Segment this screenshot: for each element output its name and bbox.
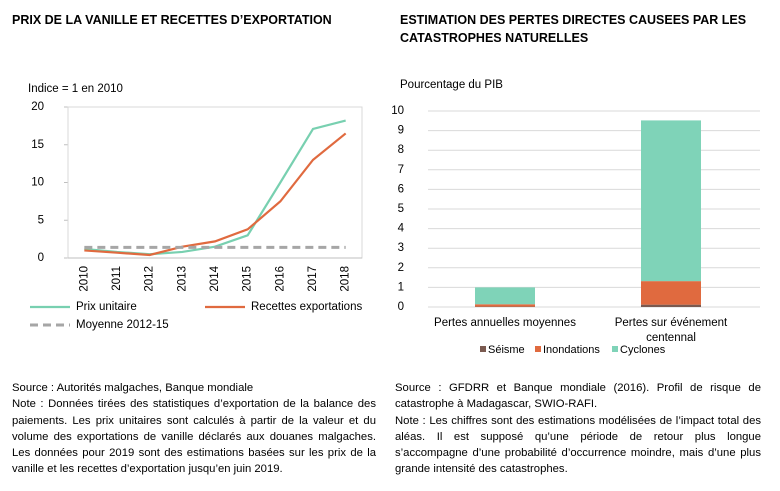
y-tick-label: 5	[398, 203, 404, 215]
legend-label: Inondations	[543, 344, 600, 356]
line-series	[84, 119, 346, 256]
y-tick-label: 6	[398, 183, 404, 195]
source: Source : Autorités malgaches, Banque mon…	[12, 382, 254, 394]
x-tick-label: 2013	[176, 266, 188, 292]
y-axis-label: Pourcentage du PIB	[400, 79, 503, 91]
y-tick-label: 7	[398, 164, 404, 176]
x-tick-label: 2015	[242, 266, 254, 292]
x-tick-label: 2014	[209, 265, 221, 291]
x-tick-label: 2012	[144, 266, 156, 292]
y-tick-label: 0	[38, 252, 44, 264]
chart-title: ESTIMATION DES PERTES DIRECTES CAUSEES P…	[400, 13, 747, 45]
bar-segment	[475, 304, 535, 307]
y-tick-label: 20	[31, 101, 44, 113]
bar-segment	[641, 120, 701, 282]
footnote: Source : Autorités malgaches, Banque mon…	[12, 380, 376, 478]
legend-swatch	[612, 346, 618, 352]
footnote: Source : GFDRR et Banque mondiale (2016)…	[395, 380, 761, 478]
x-tick-label: 2011	[111, 266, 123, 291]
x-tick-label: Pertes sur événement centennal	[614, 317, 728, 344]
x-tick-label: Pertes annuelles moyennes	[434, 317, 576, 329]
legend-label: Prix unitaire	[76, 301, 137, 313]
y-tick-label: 8	[398, 144, 404, 156]
plot-frame	[67, 106, 363, 259]
legend-label: Séisme	[488, 344, 525, 356]
x-tick-label: 2010	[78, 266, 90, 292]
y-axis-label: Indice = 1 en 2010	[28, 83, 123, 95]
y-tick-label: 9	[398, 125, 404, 137]
y-tick-label: 10	[391, 105, 404, 117]
line-series	[84, 132, 347, 257]
y-tick-label: 2	[398, 262, 404, 274]
source: Source : GFDRR et Banque mondiale (2016)…	[395, 382, 761, 411]
chart-title: PRIX DE LA VANILLE ET RECETTES D’EXPORTA…	[12, 13, 332, 27]
legend-swatch	[535, 346, 541, 352]
x-tick-label: 2016	[274, 266, 286, 292]
note: Note : Les chiffres sont des estimations…	[395, 414, 761, 476]
y-tick-label: 1	[398, 281, 404, 293]
x-tick-label: 2018	[340, 266, 352, 292]
bar-segment	[641, 281, 701, 305]
y-tick-label: 15	[31, 139, 44, 151]
y-tick-label: 3	[398, 242, 404, 254]
legend-label: Cyclones	[620, 344, 666, 356]
y-tick-label: 4	[398, 223, 405, 235]
y-tick-label: 10	[31, 177, 44, 189]
legend-swatch	[480, 346, 486, 352]
y-tick-label: 5	[38, 214, 44, 226]
bar-segment	[475, 287, 535, 305]
legend-label: Moyenne 2012-15	[76, 319, 169, 331]
y-tick-label: 0	[398, 301, 404, 313]
bar-segment	[641, 304, 701, 307]
x-tick-label: 2017	[307, 266, 319, 292]
note: Note : Données tirées des statistiques d…	[12, 398, 376, 476]
legend-label: Recettes exportations	[251, 301, 362, 313]
